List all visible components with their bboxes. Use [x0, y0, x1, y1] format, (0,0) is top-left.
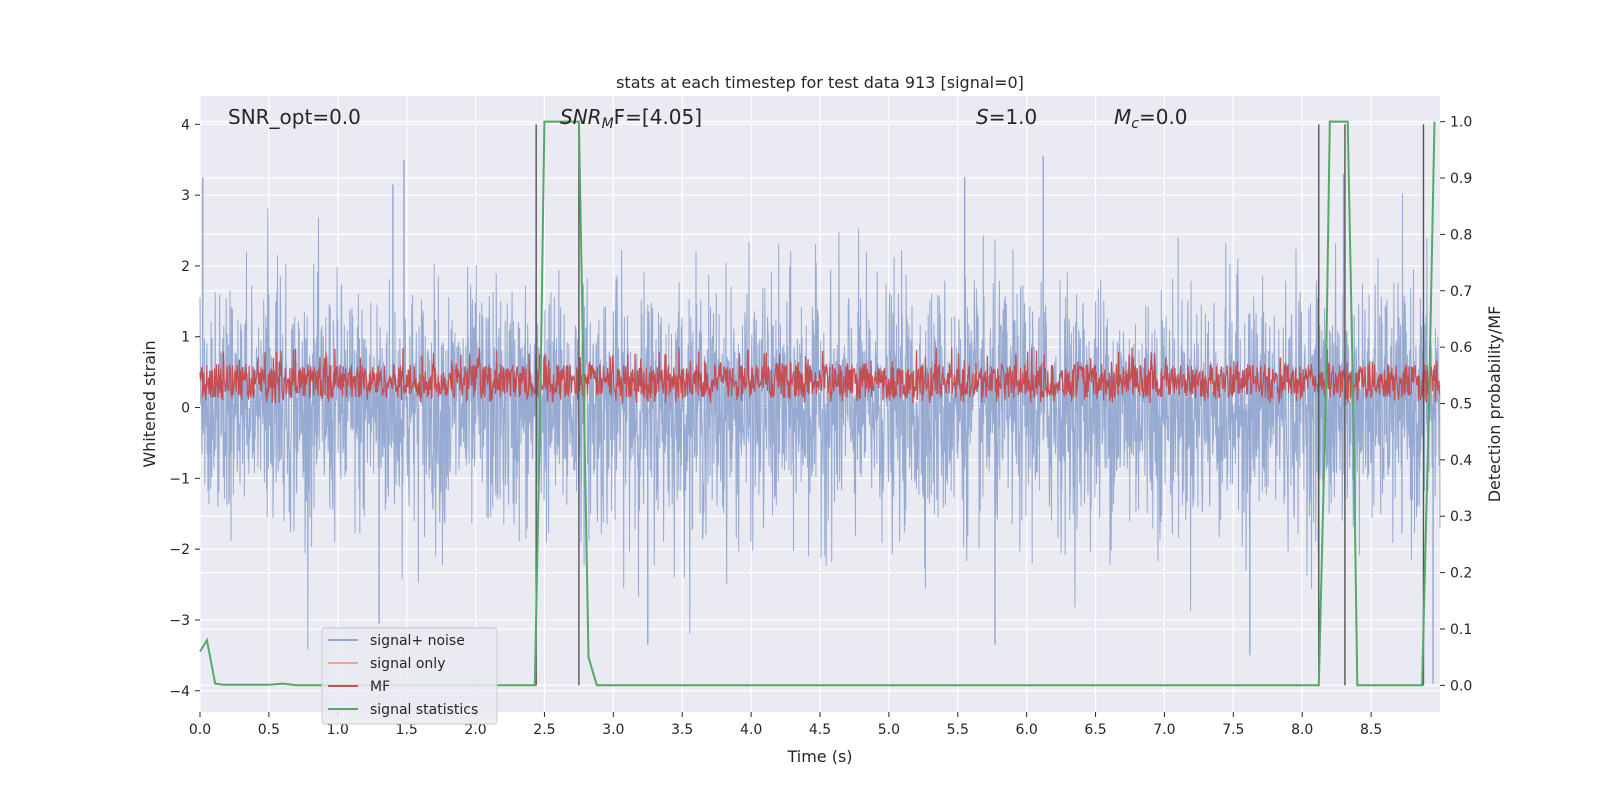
y-tick-label-6: 2 — [181, 259, 190, 275]
x-tick-label-10: 5.0 — [878, 722, 900, 738]
y2-tick-label-2: 0.2 — [1450, 566, 1472, 582]
y2-tick-label-8: 0.8 — [1450, 227, 1472, 243]
y2-tick-label-9: 0.9 — [1450, 171, 1472, 187]
x-tick-label-4: 2.0 — [464, 722, 486, 738]
y2-axis-label: Detection probability/MF — [1485, 306, 1504, 503]
x-tick-label-0: 0.0 — [189, 722, 211, 738]
signal-statistics-series — [199, 120, 1436, 687]
annotation-snr-opt: SNR_opt=0.0 — [228, 105, 361, 129]
x-tick-label-5: 2.5 — [533, 722, 555, 738]
series-signal-statistics-line — [199, 120, 1436, 687]
y2-tick-label-6: 0.6 — [1450, 340, 1472, 356]
y-tick-label-8: 4 — [181, 117, 190, 133]
x-tick-label-14: 7.0 — [1153, 722, 1175, 738]
x-tick-label-9: 4.5 — [809, 722, 831, 738]
y-tick-label-5: 1 — [181, 330, 190, 346]
x-tick-label-6: 3.0 — [602, 722, 624, 738]
x-tick-label-3: 1.5 — [396, 722, 418, 738]
vertical-lines — [535, 124, 1425, 686]
y2-axis-ticks: 0.0 0.1 0.2 0.3 0.4 0.5 0.6 0.7 0.8 0.9 1.0 — [1440, 115, 1472, 694]
y2-tick-label-7: 0.7 — [1450, 284, 1472, 300]
y-tick-label-3: −1 — [169, 471, 190, 487]
legend: signal+ noise signal only MF signal stat… — [321, 627, 498, 725]
x-tick-label-11: 5.5 — [947, 722, 969, 738]
legend-box — [321, 627, 498, 725]
x-axis-label: Time (s) — [786, 747, 852, 766]
x-tick-label-15: 7.5 — [1222, 722, 1244, 738]
y2-tick-label-10: 1.0 — [1450, 115, 1472, 131]
y-tick-label-7: 3 — [181, 188, 190, 204]
annotation-mc: Mc=0.0 — [1114, 105, 1188, 132]
legend-label-signal-noise: signal+ noise — [370, 633, 465, 649]
legend-label-mf: MF — [370, 679, 390, 695]
x-tick-label-17: 8.5 — [1360, 722, 1382, 738]
y2-tick-label-4: 0.4 — [1450, 453, 1472, 469]
y-axis-ticks: −4 −3 −2 −1 0 1 2 3 4 — [169, 117, 200, 700]
annotations: SNR_opt=0.0 SNRMF=[4.05] S=1.0 Mc=0.0 — [228, 105, 1188, 132]
y2-tick-label-1: 0.1 — [1450, 622, 1472, 638]
legend-label-signal-statistics: signal statistics — [370, 702, 478, 718]
y-tick-label-2: −2 — [169, 542, 190, 558]
x-tick-label-13: 6.5 — [1084, 722, 1106, 738]
y2-tick-label-3: 0.3 — [1450, 509, 1472, 525]
x-tick-label-8: 4.0 — [740, 722, 762, 738]
mf-series — [199, 347, 1441, 404]
y-tick-label-0: −4 — [169, 684, 190, 700]
legend-label-signal-only: signal only — [370, 656, 445, 672]
x-tick-label-12: 6.0 — [1016, 722, 1038, 738]
y-tick-label-1: −3 — [169, 613, 190, 629]
x-tick-label-7: 3.5 — [671, 722, 693, 738]
x-axis-ticks: 0.0 0.5 1.0 1.5 2.0 2.5 3.0 3.5 4.0 4.5 5.0 5.5 6.0 6… — [189, 712, 1382, 738]
annotation-s: S=1.0 — [976, 105, 1037, 129]
x-tick-label-16: 8.0 — [1291, 722, 1313, 738]
y2-tick-label-5: 0.5 — [1450, 396, 1472, 412]
annotation-snr-mf: SNRMF=[4.05] — [560, 105, 702, 132]
x-tick-label-2: 1.0 — [327, 722, 349, 738]
y2-tick-label-0: 0.0 — [1450, 678, 1472, 694]
chart-title: stats at each timestep for test data 913… — [616, 73, 1024, 92]
y-axis-label: Whitened strain — [140, 340, 159, 467]
x-tick-label-1: 0.5 — [258, 722, 280, 738]
y-tick-label-4: 0 — [181, 401, 190, 417]
series-mf-line — [199, 347, 1441, 404]
